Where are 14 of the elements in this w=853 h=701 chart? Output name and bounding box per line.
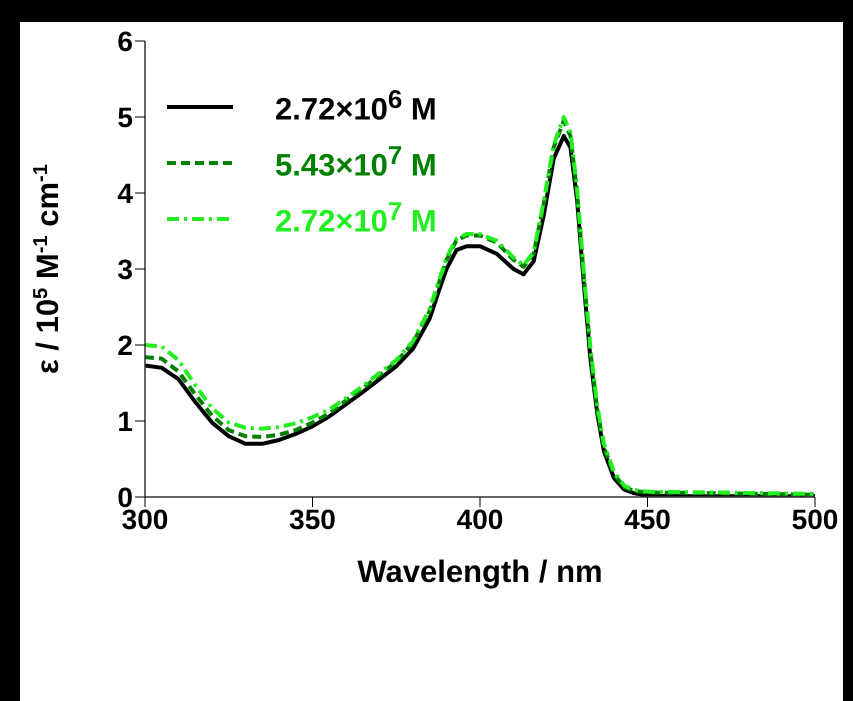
x-tick-label: 450 (624, 504, 671, 535)
y-tick-label: 4 (117, 178, 134, 209)
y-tick-label: 6 (117, 26, 133, 57)
x-axis-title: Wavelength / nm (357, 554, 603, 589)
y-tick-label: 5 (117, 102, 133, 133)
legend-label: 5.43×10$^{7}$ M (275, 142, 437, 184)
x-tick-label: 400 (456, 504, 504, 535)
y-tick-label: 2 (117, 330, 133, 361)
x-tick-label: 500 (792, 504, 838, 535)
y-tick-label: 1 (117, 406, 133, 437)
y-tick-label: 3 (117, 254, 133, 285)
legend-label: 2.72×10$^{6}$ M (275, 86, 437, 128)
x-tick-label: 350 (289, 504, 336, 535)
legend-label: 2.72×10$^{7}$ M (275, 198, 437, 240)
